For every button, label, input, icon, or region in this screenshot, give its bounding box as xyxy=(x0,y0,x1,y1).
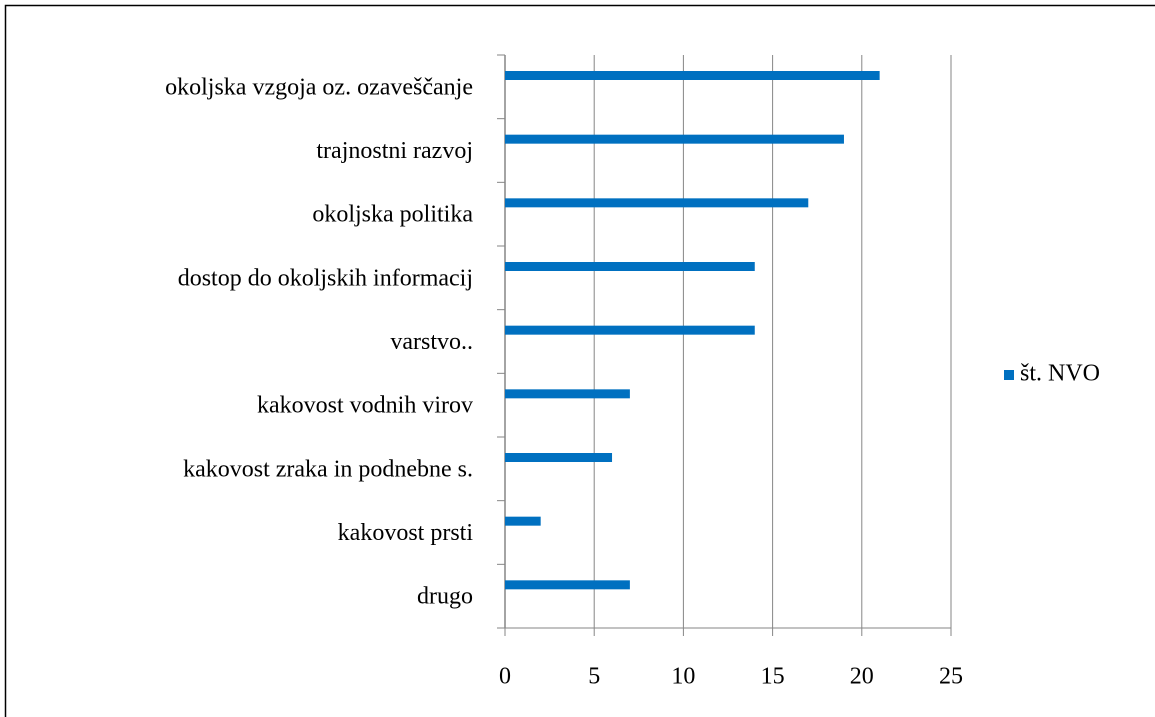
x-tick-label: 5 xyxy=(588,664,600,690)
x-tick-label: 20 xyxy=(850,664,874,690)
x-tick-label: 10 xyxy=(671,664,695,690)
bar xyxy=(505,389,630,399)
x-tick-label: 25 xyxy=(939,664,963,690)
y-tick-label: okoljska politika xyxy=(312,202,473,228)
bar xyxy=(505,134,844,144)
bar xyxy=(505,71,880,80)
x-tick-label: 0 xyxy=(499,664,511,690)
bar xyxy=(505,516,541,526)
bar xyxy=(505,580,630,590)
bar xyxy=(505,325,755,335)
legend-label: št. NVO xyxy=(1020,361,1100,387)
y-tick-label: okoljska vzgoja oz. ozaveščanje xyxy=(165,74,473,100)
bar xyxy=(505,262,755,271)
bar xyxy=(505,198,809,208)
y-tick-label: kakovost zraka in podnebne s. xyxy=(183,456,473,482)
x-tick-label: 15 xyxy=(761,664,785,690)
y-tick-label: dostop do okoljskih informacij xyxy=(178,265,473,291)
y-tick-label: kakovost vodnih virov xyxy=(257,393,473,419)
legend-swatch xyxy=(1004,370,1014,380)
y-tick-label: trajnostni razvoj xyxy=(316,138,473,164)
y-tick-label: varstvo.. xyxy=(390,329,473,355)
chart-frame xyxy=(4,4,1155,717)
y-tick-label: kakovost prsti xyxy=(338,520,474,546)
y-tick-label: drugo xyxy=(417,584,473,610)
bar xyxy=(505,453,613,462)
